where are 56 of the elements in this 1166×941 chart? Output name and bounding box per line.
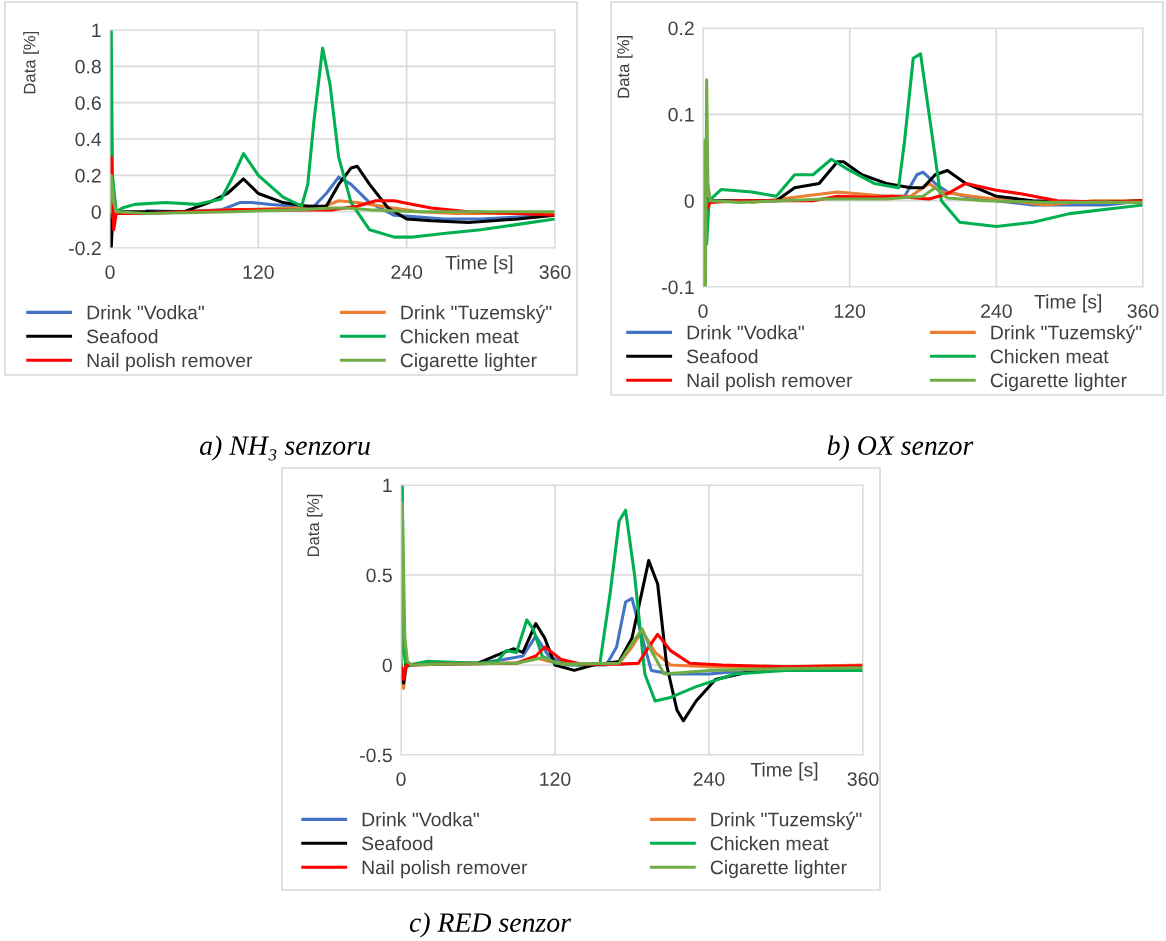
legend-label: Cigarette lighter (400, 353, 537, 372)
legend-label: Nail polish remover (687, 373, 853, 392)
x-tick-label: 0 (396, 772, 406, 786)
y-tick-label: 1 (383, 478, 392, 493)
legend-label: Seafood (362, 836, 433, 851)
x-tick-label: 240 (981, 304, 1012, 318)
y-tick-label: -0.1 (662, 280, 694, 295)
x-tick-label: 360 (539, 265, 571, 279)
legend-label: Drink "Vodka" (87, 305, 204, 320)
line-series (110, 173, 555, 216)
legend-label: Drink "Vodka" (687, 325, 804, 340)
text: b) OX senzor (827, 435, 974, 461)
legend-label: Cigarette lighter (990, 373, 1127, 392)
legend-label: Chicken meat (400, 329, 519, 344)
x-tick-label: 360 (1127, 304, 1159, 318)
legend-label: Cigarette lighter (710, 860, 847, 879)
y-tick-label: 0.2 (668, 21, 694, 36)
x-tick-label: 360 (847, 772, 879, 786)
y-tick-label: -0.2 (69, 241, 101, 256)
legend-label: Seafood (687, 349, 758, 364)
x-tick-label: 240 (693, 772, 725, 786)
x-axis-title: Time [s] (1034, 294, 1102, 313)
x-tick-label: 0 (698, 304, 708, 318)
legend-label: Nail polish remover (87, 353, 253, 372)
y-axis-title: Data [%] (23, 31, 39, 94)
legend-label: Nail polish remover (362, 860, 528, 879)
x-tick-label: 120 (243, 265, 274, 279)
line-series (401, 501, 863, 676)
y-tick-label: 0.8 (75, 59, 101, 74)
y-tick-label: -0.5 (360, 748, 392, 763)
x-tick-label: 240 (391, 265, 423, 279)
legend-label: Drink "Vodka" (362, 812, 479, 827)
y-tick-label: 0 (684, 194, 694, 208)
y-tick-label: 1 (92, 23, 101, 38)
y-tick-label: 0.1 (668, 107, 694, 122)
y-axis-title: Data [%] (306, 494, 323, 557)
text: a) NH₃ senzoru (199, 435, 370, 461)
y-tick-label: 0.4 (75, 132, 102, 147)
text: c) RED senzor (409, 912, 572, 938)
y-tick-label: 0 (91, 205, 101, 219)
y-tick-label: 0.6 (75, 96, 101, 110)
y-tick-label: 0 (382, 658, 392, 673)
y-tick-label: 0.2 (75, 168, 101, 183)
x-tick-label: 120 (540, 772, 571, 786)
x-tick-label: 120 (834, 304, 866, 318)
x-tick-label: 0 (105, 265, 115, 279)
legend-label: Drink "Tuzemský" (991, 324, 1142, 344)
x-axis-title: Time [s] (445, 255, 513, 274)
y-axis-title: Data [%] (617, 36, 633, 98)
x-axis-title: Time [s] (750, 762, 818, 781)
legend-label: Seafood (87, 329, 158, 344)
legend-label: Drink "Tuzemský" (401, 304, 552, 324)
legend-label: Chicken meat (990, 349, 1109, 364)
legend-label: Chicken meat (710, 836, 829, 851)
legend-label: Drink "Tuzemský" (711, 811, 862, 831)
y-tick-label: 0.5 (366, 568, 392, 583)
